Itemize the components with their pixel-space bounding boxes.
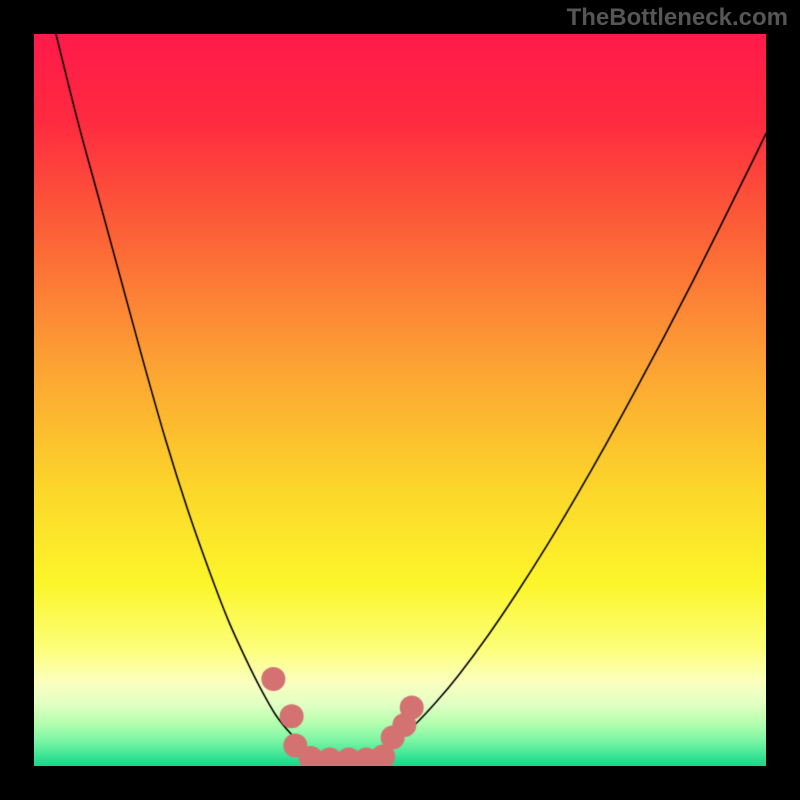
watermark-text: TheBottleneck.com [567,4,788,32]
plot-area [34,34,766,766]
bottleneck-curve-layer [34,34,766,766]
chart-stage: TheBottleneck.com [0,0,800,800]
